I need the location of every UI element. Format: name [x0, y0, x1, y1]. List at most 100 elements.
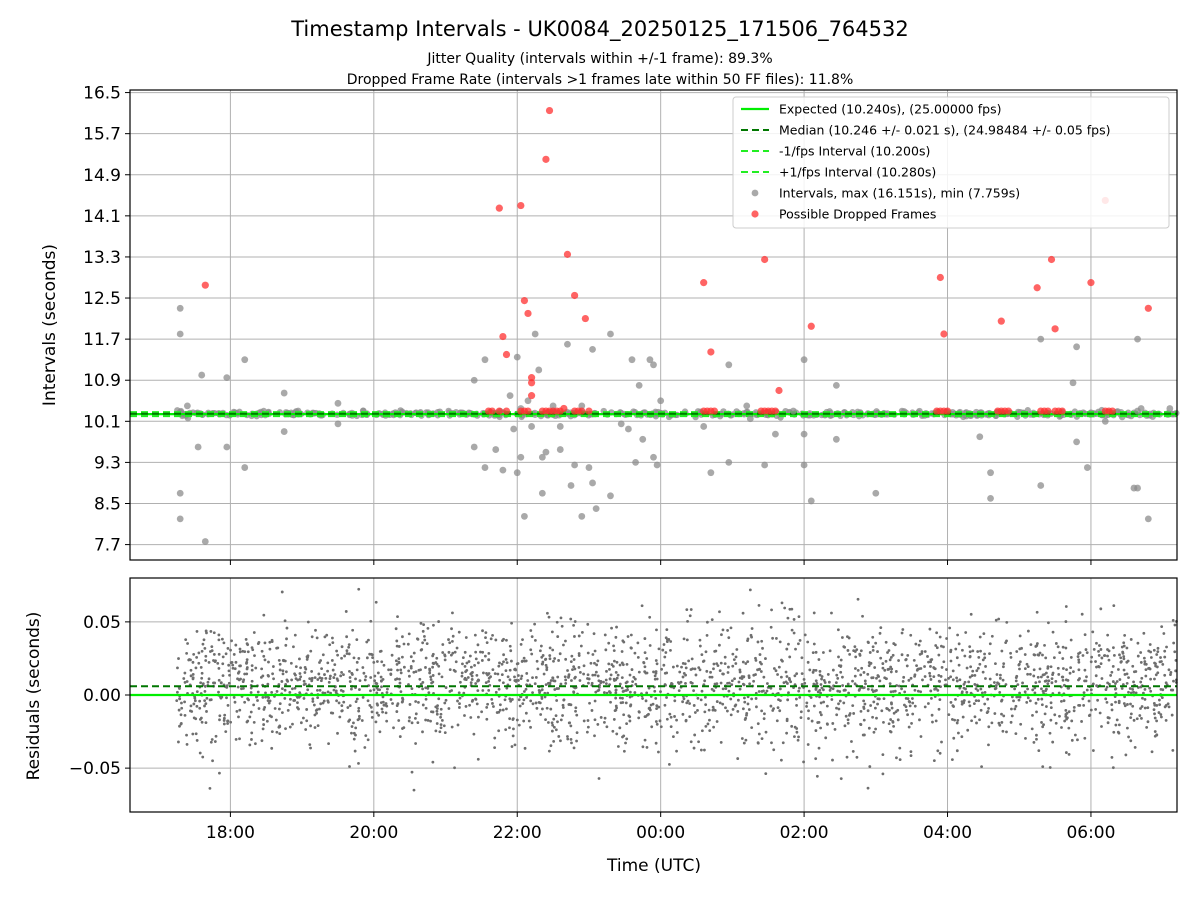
residual-point — [498, 678, 502, 682]
residual-point — [582, 672, 586, 676]
residual-point — [352, 721, 355, 725]
residual-point — [1016, 683, 1020, 687]
interval-point — [632, 459, 639, 466]
residual-point — [358, 714, 361, 718]
residual-point — [846, 721, 850, 725]
residual-point — [479, 650, 482, 654]
interval-point — [176, 304, 184, 312]
residual-point — [344, 610, 348, 613]
residual-point — [517, 674, 520, 677]
residual-point — [1033, 653, 1037, 657]
residual-point — [984, 665, 987, 668]
residual-point — [1028, 699, 1032, 703]
residual-point — [654, 741, 658, 745]
interval-point — [987, 469, 994, 477]
residual-point — [736, 709, 740, 713]
residual-point — [327, 680, 331, 684]
residual-point — [485, 671, 488, 675]
residual-point — [975, 669, 979, 673]
residual-point — [960, 691, 964, 695]
residual-point — [570, 679, 573, 682]
residual-point — [493, 736, 497, 740]
residual-point — [330, 659, 334, 662]
residual-point — [653, 677, 657, 681]
residual-point — [909, 754, 913, 758]
residual-point — [308, 677, 312, 681]
residual-point — [940, 666, 944, 669]
residual-point — [1018, 695, 1022, 699]
residual-point — [788, 655, 792, 659]
residual-point — [543, 695, 547, 699]
bottom-y-axis-label: Residuals (seconds) — [24, 612, 44, 781]
residual-point — [176, 690, 179, 694]
residual-point — [789, 680, 793, 684]
residual-point — [938, 698, 942, 702]
residual-point — [794, 697, 798, 701]
residual-point — [470, 699, 474, 703]
residual-point — [1173, 650, 1177, 654]
residual-point — [892, 642, 896, 645]
residual-point — [947, 676, 950, 680]
interval-point — [542, 448, 550, 456]
residual-point — [423, 638, 427, 642]
residual-point — [952, 736, 956, 740]
residual-point — [348, 676, 352, 679]
residual-point — [700, 689, 704, 693]
residual-point — [424, 718, 428, 722]
residual-point — [1134, 691, 1138, 695]
dropped-frame-point — [710, 407, 719, 415]
residual-point — [798, 695, 802, 699]
residual-point — [1143, 706, 1147, 710]
residual-point — [1090, 655, 1094, 659]
dropped-frame-point — [495, 204, 503, 212]
residual-point — [502, 660, 505, 664]
residual-point — [764, 772, 768, 776]
residual-point — [689, 608, 693, 611]
residual-point — [198, 706, 202, 710]
residual-point — [443, 658, 447, 662]
residual-point — [1047, 621, 1050, 625]
residual-point — [778, 687, 782, 691]
residual-point — [795, 704, 798, 707]
interval-point — [1069, 379, 1077, 387]
residual-point — [318, 707, 321, 711]
residual-point — [1033, 691, 1037, 695]
residual-point — [296, 678, 300, 682]
residual-point — [1124, 753, 1128, 757]
residual-point — [263, 658, 267, 662]
residual-point — [1046, 682, 1050, 686]
residual-point — [544, 657, 548, 661]
residual-point — [1080, 612, 1084, 616]
residual-point — [675, 749, 678, 753]
interval-point — [470, 376, 478, 384]
residual-point — [734, 703, 738, 707]
residual-point — [586, 622, 590, 626]
residual-point — [348, 680, 352, 683]
residual-point — [275, 730, 279, 734]
dropped-frame-point — [807, 322, 815, 330]
residual-point — [955, 676, 959, 680]
dropped-frame-point — [517, 201, 525, 210]
residual-point — [389, 698, 393, 701]
residual-point — [273, 707, 277, 710]
residual-point — [177, 740, 180, 744]
dropped-frame-point — [488, 407, 496, 415]
residual-point — [957, 731, 960, 735]
residual-point — [520, 674, 524, 678]
residual-point — [1142, 631, 1146, 635]
residual-point — [500, 673, 504, 677]
residual-point — [579, 644, 583, 648]
residual-point — [563, 675, 567, 679]
residual-point — [1077, 652, 1080, 656]
residual-point — [620, 661, 624, 665]
residual-point — [233, 667, 237, 671]
residual-point — [561, 714, 564, 717]
residual-point — [826, 673, 830, 676]
top-y-tick-label: 11.7 — [83, 330, 121, 350]
residual-point — [987, 725, 991, 729]
residual-point — [185, 652, 189, 655]
residual-point — [508, 697, 512, 701]
residual-point — [622, 749, 626, 753]
residual-point — [958, 678, 962, 682]
residual-point — [262, 718, 265, 721]
